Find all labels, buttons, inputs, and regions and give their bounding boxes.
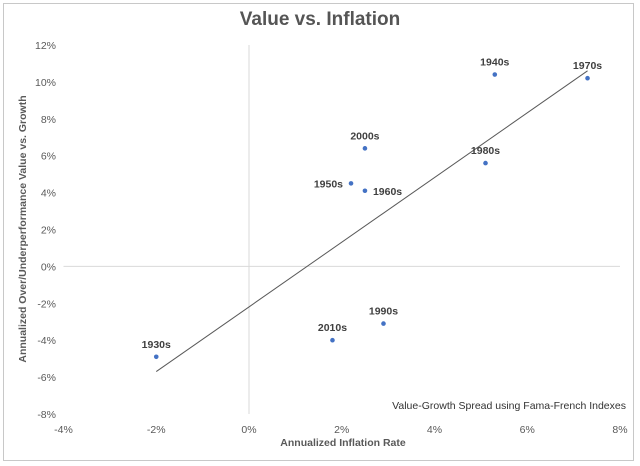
- data-label-1980s: 1980s: [471, 145, 500, 157]
- y-tick-label: -4%: [37, 335, 56, 347]
- data-label-2010s: 2010s: [318, 322, 347, 334]
- y-tick-label: 12%: [35, 40, 56, 52]
- y-tick-label: 2%: [41, 225, 56, 237]
- data-point-1970s: [585, 75, 590, 81]
- data-point-1930s: [153, 354, 159, 360]
- x-axis-title: Annualized Inflation Rate: [280, 437, 406, 449]
- data-label-1930s: 1930s: [142, 339, 171, 351]
- data-point-1950s: [348, 181, 354, 186]
- y-tick-label: 6%: [41, 151, 56, 163]
- x-tick-label: 4%: [427, 424, 442, 436]
- y-axis-title: Annualized Over/Underperformance Value v…: [17, 95, 29, 362]
- data-point-1960s: [362, 188, 368, 194]
- y-tick-label: -8%: [37, 409, 56, 421]
- x-tick-label: 2%: [334, 424, 349, 436]
- y-tick-label: 4%: [41, 188, 56, 200]
- chart-frame: [3, 3, 634, 461]
- data-point-1990s: [381, 321, 386, 326]
- x-tick-label: 6%: [520, 424, 535, 436]
- y-tick-label: 0%: [41, 261, 56, 273]
- data-point-2000s: [362, 146, 368, 151]
- chart-annotation: Value-Growth Spread using Fama-French In…: [392, 400, 626, 412]
- data-label-1970s: 1970s: [573, 60, 602, 72]
- chart-title: Value vs. Inflation: [239, 9, 401, 30]
- data-point-1940s: [492, 72, 498, 77]
- data-label-2000s: 2000s: [350, 130, 379, 142]
- y-tick-label: -2%: [37, 298, 56, 310]
- y-tick-label: 8%: [41, 114, 56, 126]
- x-tick-label: 8%: [612, 424, 627, 436]
- x-tick-label: -4%: [54, 424, 73, 436]
- y-tick-label: -6%: [37, 372, 56, 384]
- trendline: [155, 70, 588, 372]
- data-point-1980s: [483, 160, 488, 166]
- y-tick-label: 10%: [35, 77, 56, 89]
- data-label-1960s: 1960s: [373, 186, 402, 198]
- x-tick-label: -2%: [147, 424, 166, 436]
- data-label-1990s: 1990s: [369, 306, 398, 318]
- data-point-2010s: [330, 337, 335, 343]
- data-label-1950s: 1950s: [314, 178, 343, 190]
- data-label-1940s: 1940s: [480, 57, 509, 69]
- x-tick-label: 0%: [241, 424, 256, 436]
